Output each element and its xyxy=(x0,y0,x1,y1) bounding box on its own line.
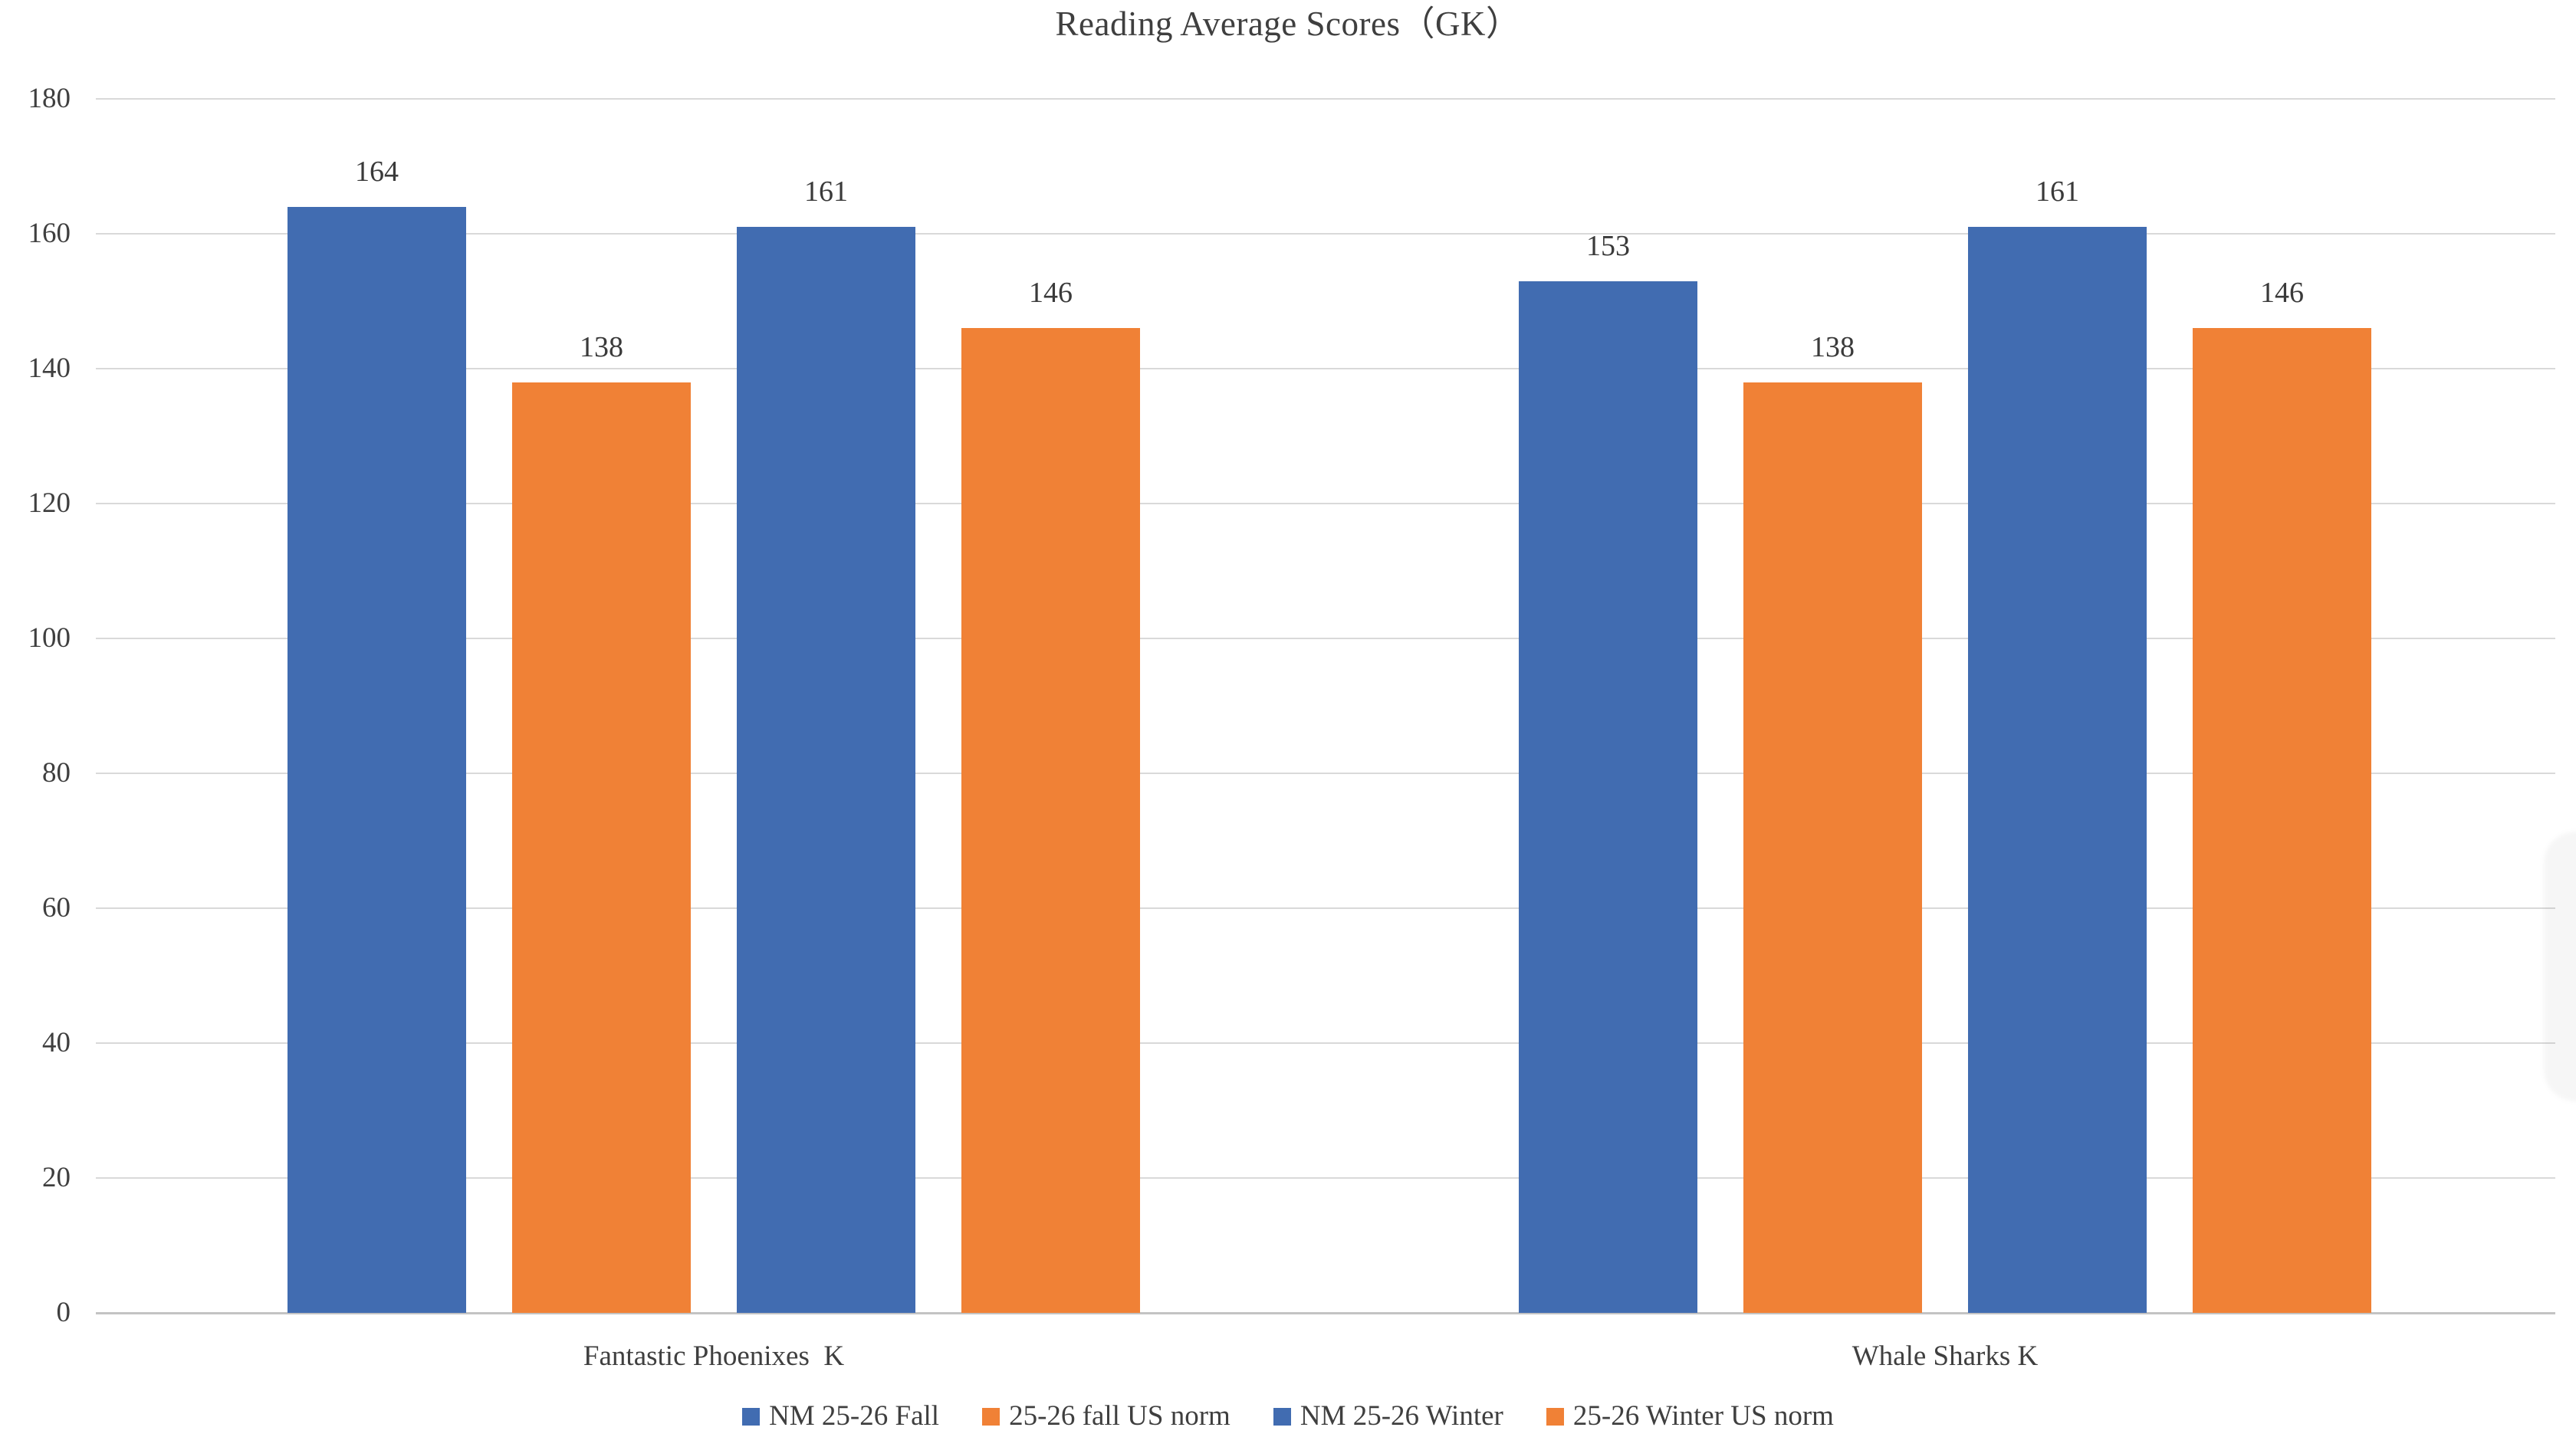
bar xyxy=(1743,382,1922,1313)
gridline xyxy=(96,368,2555,369)
bar xyxy=(737,227,915,1313)
legend-swatch-icon xyxy=(1273,1407,1291,1426)
legend-item: NM 25-26 Winter xyxy=(1273,1399,1503,1433)
gridline xyxy=(96,1042,2555,1044)
y-axis-tick-label: 160 xyxy=(28,218,71,249)
gridline xyxy=(96,773,2555,774)
category-label: Fantastic Phoenixes K xyxy=(583,1340,845,1372)
y-axis-tick-label: 40 xyxy=(42,1027,71,1058)
y-axis-tick-label: 20 xyxy=(42,1162,71,1193)
bar-value-label: 146 xyxy=(1029,277,1073,310)
gridline xyxy=(96,1177,2555,1179)
bar-value-label: 153 xyxy=(1586,229,1630,262)
y-axis-tick-label: 180 xyxy=(28,83,71,114)
bar xyxy=(961,328,1140,1313)
x-axis-line xyxy=(96,1312,2555,1314)
y-axis-tick-label: 100 xyxy=(28,622,71,654)
bar-value-label: 146 xyxy=(2260,277,2304,310)
legend-swatch-icon xyxy=(1546,1407,1564,1426)
bar-value-label: 161 xyxy=(804,176,848,208)
legend-item: NM 25-26 Fall xyxy=(742,1399,939,1433)
bar-value-label: 138 xyxy=(1811,330,1855,363)
bar xyxy=(1968,227,2147,1313)
chart-legend: NM 25-26 Fall 25-26 fall US norm NM 25-26 … xyxy=(0,1399,2576,1433)
y-axis-tick-label: 140 xyxy=(28,353,71,384)
gridline xyxy=(96,638,2555,639)
chart-title: Reading Average Scores（GK） xyxy=(1055,5,1521,43)
bar-value-label: 161 xyxy=(2036,176,2079,208)
legend-label: NM 25-26 Fall xyxy=(769,1400,940,1432)
legend-swatch-icon xyxy=(982,1407,1001,1426)
bar xyxy=(1519,281,1697,1313)
y-axis-tick-label: 120 xyxy=(28,487,71,519)
y-axis-tick-label: 80 xyxy=(42,757,71,789)
bar-value-label: 164 xyxy=(355,155,399,188)
legend-item: 25-26 fall US norm xyxy=(982,1399,1230,1433)
legend-swatch-icon xyxy=(742,1407,761,1426)
scrollbar-thumb[interactable] xyxy=(2544,832,2576,1101)
category-label: Whale Sharks K xyxy=(1852,1340,2039,1372)
legend-label: NM 25-26 Winter xyxy=(1300,1400,1503,1432)
gridline xyxy=(96,233,2555,235)
y-axis-tick-label: 60 xyxy=(42,892,71,924)
legend-item: 25-26 Winter US norm xyxy=(1546,1399,1834,1433)
bar-value-label: 138 xyxy=(580,330,623,363)
bar xyxy=(2193,328,2371,1313)
legend-label: 25-26 Winter US norm xyxy=(1572,1400,1834,1432)
legend-label: 25-26 fall US norm xyxy=(1009,1400,1230,1432)
gridline xyxy=(96,98,2555,100)
bar xyxy=(512,382,691,1313)
y-axis-tick-label: 0 xyxy=(56,1297,71,1328)
bar xyxy=(288,206,466,1313)
gridline xyxy=(96,503,2555,504)
gridline xyxy=(96,907,2555,909)
